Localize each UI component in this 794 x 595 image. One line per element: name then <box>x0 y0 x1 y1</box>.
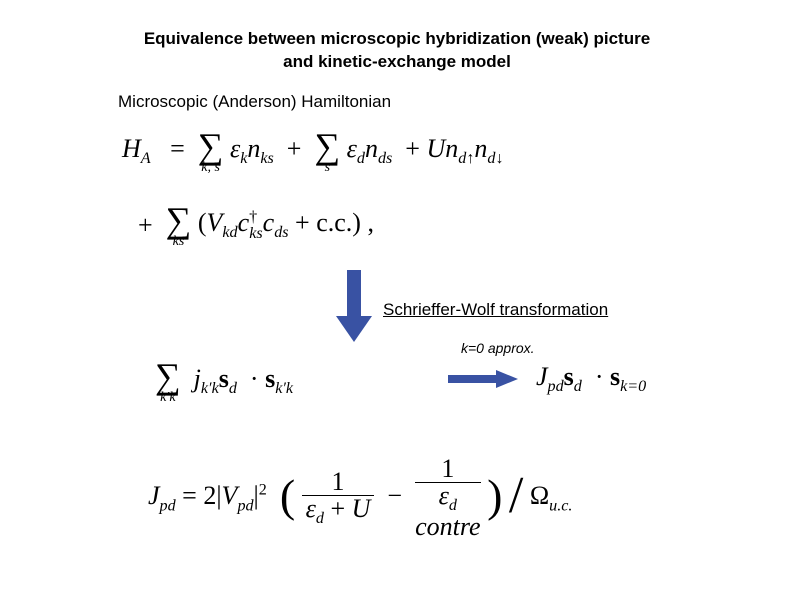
n-ddown-sub: d↓ <box>487 151 503 168</box>
eps-d-sub: d <box>357 151 365 168</box>
dot2: · <box>595 362 604 391</box>
sum1: ∑ k, s <box>198 128 224 175</box>
n-ds-sub: ds <box>378 151 392 168</box>
subheading: Microscopic (Anderson) Hamiltonian <box>118 92 391 112</box>
jpd2: J <box>148 481 160 510</box>
sk: s <box>265 364 275 393</box>
jkk: j <box>194 364 201 393</box>
jpd-definition: Jpd = 2|Vpd|2 ( 1 εd + U − 1 εdcontre ) … <box>148 456 572 540</box>
cks: c <box>238 208 250 237</box>
vkd-sub: kd <box>222 225 237 242</box>
n-ks: n <box>247 134 260 163</box>
sk-sub: k′k <box>275 381 293 398</box>
sum2: ∑ s <box>314 128 340 175</box>
ha-h: H <box>122 134 141 163</box>
jpd-sub: pd <box>548 378 564 395</box>
kinetic-exchange-term: Jpdsd · sk=0 <box>536 362 646 396</box>
u: U <box>426 134 445 163</box>
eq1-equals: = <box>170 134 185 163</box>
frac2-den-eps-sub: d <box>449 497 457 514</box>
anderson-hamiltonian-line1: HA = ∑ k, s εknks + ∑ s εdnds + Und↑nd↓ <box>122 128 503 175</box>
arrow-right-icon <box>448 370 518 388</box>
n-ds: n <box>365 134 378 163</box>
jpd: J <box>536 362 548 391</box>
frac2-den-eps: ε <box>439 481 449 510</box>
sq: 2 <box>259 481 267 498</box>
vpd: V <box>222 481 238 510</box>
plus2: + <box>405 134 420 163</box>
omega-sub: u.c. <box>549 497 572 514</box>
frac1-den-eps: ε <box>306 494 316 523</box>
title-line-1: Equivalence between microscopic hybridiz… <box>144 29 650 48</box>
big-rparen: ) <box>487 470 502 521</box>
cds: c <box>263 208 275 237</box>
ha-sub: A <box>141 151 151 168</box>
k0-approx-label: k=0 approx. <box>461 340 535 356</box>
omega: Ω <box>530 481 549 510</box>
rparen: ) <box>352 208 361 237</box>
n-ddown: n <box>474 134 487 163</box>
cks-sub: ks <box>249 225 262 242</box>
eps-k: ε <box>230 134 240 163</box>
vpd-sub: pd <box>237 497 253 514</box>
sd2-sub: d <box>574 378 582 395</box>
sk0: s <box>610 362 620 391</box>
two: 2 <box>203 481 216 510</box>
jkk-sub: k′k <box>201 381 219 398</box>
plus1: + <box>287 134 302 163</box>
vkd: V <box>207 208 223 237</box>
n-dup-sub: d↑ <box>458 151 474 168</box>
frac1-u: U <box>352 494 371 523</box>
comma: , <box>367 208 374 237</box>
frac1-den-eps-sub: d <box>316 510 324 527</box>
cks-dag: † <box>249 209 257 226</box>
minus: − <box>387 481 402 510</box>
sk0-sub: k=0 <box>620 378 646 395</box>
schrieffer-wolf-label: Schrieffer-Wolf transformation <box>383 300 608 320</box>
sum1-sub: k, s <box>198 161 224 175</box>
eq5-equals: = <box>182 481 197 510</box>
cds-sub: ds <box>274 225 288 242</box>
dot1: · <box>250 364 259 393</box>
frac1: 1 εd + U <box>302 469 375 527</box>
frac2: 1 εdcontre <box>415 456 480 540</box>
eps-d: ε <box>347 134 357 163</box>
sum4: ∑ k′k <box>155 358 181 405</box>
anderson-hamiltonian-line2: + ∑ ks (Vkdc†kscds + c.c.) , <box>138 202 374 249</box>
spin-hamiltonian-sum: ∑ k′k jk′ksd · sk′k <box>155 358 293 405</box>
plus-line2: + <box>138 211 153 240</box>
slide-title: Equivalence between microscopic hybridiz… <box>0 28 794 74</box>
frac2-num: 1 <box>415 456 480 482</box>
lparen: ( <box>198 208 207 237</box>
arrow-down-icon <box>336 270 372 342</box>
sd2: s <box>564 362 574 391</box>
big-lparen: ( <box>280 470 295 521</box>
n-dup: n <box>445 134 458 163</box>
n-ks-sub: ks <box>260 151 273 168</box>
sum3: ∑ ks <box>166 202 192 249</box>
cc: + c.c. <box>295 208 352 237</box>
frac1-num: 1 <box>302 469 375 495</box>
title-line-2: and kinetic-exchange model <box>283 52 511 71</box>
sd-sub: d <box>229 381 237 398</box>
jpd2-sub: pd <box>160 497 176 514</box>
sd: s <box>219 364 229 393</box>
frac1-plus: + <box>330 494 345 523</box>
